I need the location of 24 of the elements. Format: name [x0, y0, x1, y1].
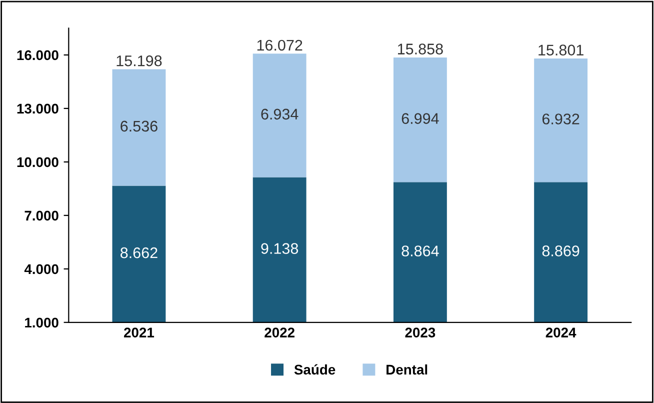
data-label: 6.536: [120, 120, 158, 132]
total-label: 15.858: [398, 44, 443, 54]
legend-label: Dental: [386, 364, 428, 375]
x-tick-label: 2021: [124, 328, 154, 338]
data-label: 8.662: [120, 247, 158, 258]
x-tick-label: 2022: [264, 328, 294, 338]
data-label: 6.932: [542, 114, 580, 124]
total-label: 15.801: [538, 44, 584, 56]
data-label: 8.864: [402, 246, 439, 256]
y-tick-label: 1.000: [25, 318, 58, 328]
data-label: 6.994: [402, 113, 439, 124]
total-label: 16.072: [257, 40, 302, 51]
legend-label: Saúde: [294, 364, 336, 375]
y-tick-label: 13.000: [17, 104, 58, 114]
y-tick-label: 10.000: [17, 157, 58, 168]
data-label: 8.869: [542, 246, 580, 256]
data-label: 6.934: [261, 108, 298, 120]
data-label: 9.138: [261, 243, 298, 254]
x-tick-label: 2023: [405, 328, 436, 338]
y-tick-label: 7.000: [24, 210, 58, 221]
y-tick-label: 4.000: [24, 264, 58, 274]
x-tick-label: 2024: [546, 328, 576, 338]
y-tick-label: 16.000: [17, 50, 58, 60]
total-label: 15.198: [116, 55, 162, 66]
